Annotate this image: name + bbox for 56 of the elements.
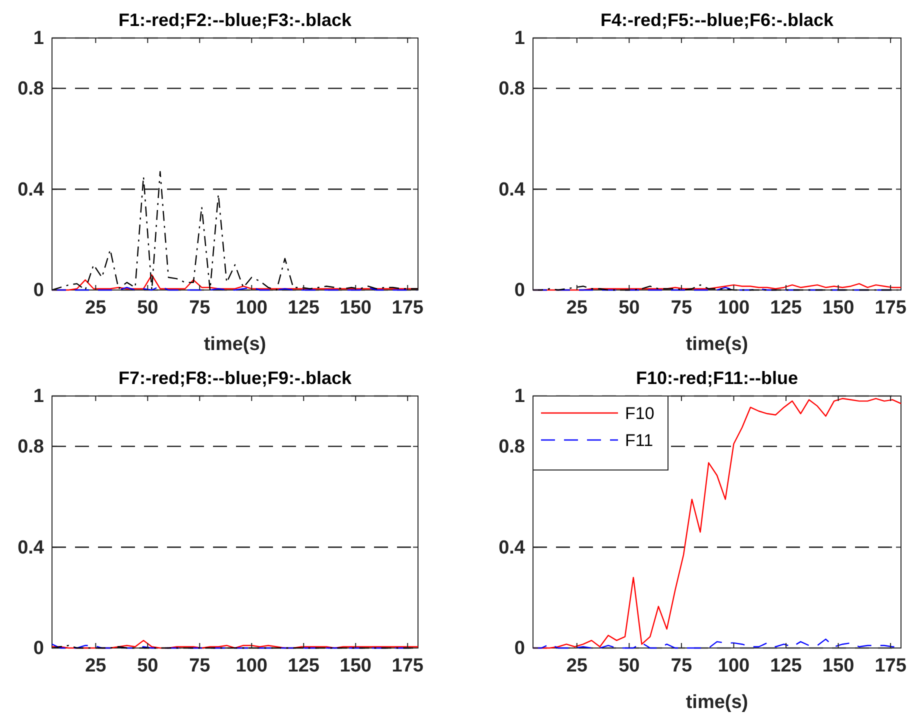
y-tick-label: 0.8 — [18, 78, 44, 100]
x-tick-label: 100 — [718, 655, 750, 676]
x-tick-label: 125 — [770, 297, 802, 318]
x-axis-title: time(s) — [204, 334, 266, 355]
x-tick-label: 125 — [288, 297, 320, 318]
x-tick-label: 25 — [85, 655, 107, 676]
x-tick-label: 25 — [566, 655, 588, 676]
y-tick-label: 0 — [514, 638, 525, 660]
x-tick-label: 50 — [137, 297, 158, 318]
y-tick-label: 1 — [514, 386, 526, 408]
y-tick-label: 0 — [33, 638, 44, 660]
x-tick-label: 100 — [718, 297, 750, 318]
y-tick-label: 1 — [33, 28, 44, 50]
x-tick-label: 150 — [822, 655, 854, 676]
x-tick-label: 175 — [392, 297, 424, 318]
y-tick-label: 1 — [514, 28, 526, 50]
x-tick-label: 75 — [670, 655, 692, 676]
x-tick-label: 150 — [340, 297, 372, 318]
chart-title: F7:-red;F8:--blue;F9:-.black — [118, 368, 352, 388]
x-axis-title: time(s) — [686, 334, 748, 355]
chart-title: F4:-red;F5:--blue;F6:-.black — [600, 10, 834, 30]
x-tick-label: 75 — [189, 655, 211, 676]
y-tick-label: 0 — [33, 280, 44, 302]
x-tick-label: 125 — [288, 655, 320, 676]
chart-title: F1:-red;F2:--blue;F3:-.black — [118, 10, 352, 30]
x-tick-label: 25 — [566, 297, 588, 318]
x-tick-label: 25 — [85, 297, 107, 318]
x-tick-label: 175 — [874, 655, 907, 676]
x-tick-label: 50 — [137, 655, 158, 676]
x-tick-label: 175 — [874, 297, 907, 318]
x-tick-label: 50 — [618, 655, 640, 676]
line-series — [51, 640, 419, 649]
x-axis-title: time(s) — [686, 692, 748, 713]
x-tick-label: 175 — [392, 655, 424, 676]
legend-label: F10 — [625, 404, 654, 423]
legend-label: F11 — [625, 431, 654, 450]
y-tick-label: 1 — [33, 386, 44, 408]
chart-title: F10:-red;F11:--blue — [636, 368, 798, 388]
y-tick-label: 0.8 — [18, 436, 44, 458]
y-tick-label: 0.4 — [498, 537, 526, 558]
x-tick-label: 75 — [670, 297, 692, 318]
x-tick-label: 100 — [236, 297, 268, 318]
y-tick-label: 0.4 — [18, 537, 44, 558]
x-tick-label: 50 — [618, 297, 640, 318]
y-tick-label: 0.4 — [498, 179, 526, 200]
x-tick-label: 125 — [770, 655, 802, 676]
x-tick-label: 150 — [340, 655, 372, 676]
line-series — [51, 170, 419, 291]
x-tick-label: 100 — [236, 655, 268, 676]
y-tick-label: 0.8 — [498, 436, 525, 458]
line-series — [532, 398, 902, 649]
y-tick-label: 0.8 — [498, 78, 525, 100]
x-tick-label: 75 — [189, 297, 211, 318]
y-tick-label: 0 — [514, 280, 525, 302]
y-tick-label: 0.4 — [18, 179, 44, 200]
x-tick-label: 150 — [822, 297, 854, 318]
